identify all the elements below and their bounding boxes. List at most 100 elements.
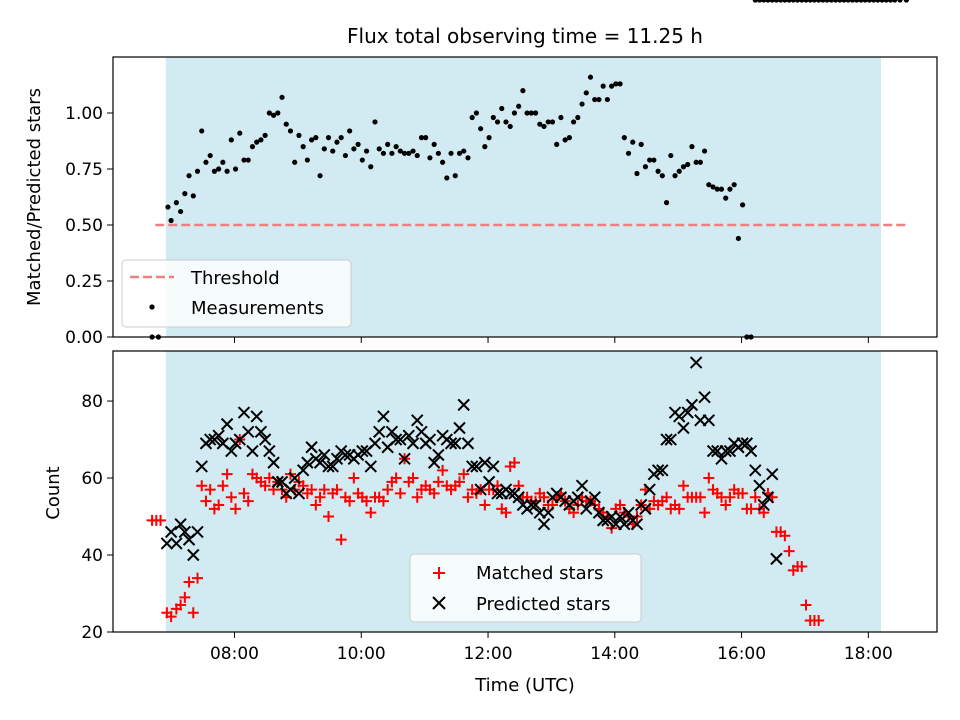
measurement-point	[828, 0, 834, 3]
measurement-point	[903, 0, 909, 3]
predicted-stars-point	[339, 448, 352, 462]
legend-measurements-label: Measurements	[191, 298, 324, 319]
predicted-stars-point	[427, 456, 441, 469]
measurement-point	[634, 170, 640, 177]
top-x-ticks	[233, 337, 869, 343]
bottom-x-ticks: 08:00 10:00 12:00 14:00 16:00 18:00	[210, 632, 893, 664]
matched-stars-point	[365, 507, 377, 519]
matched-stars-point	[758, 507, 770, 519]
measurement-point	[178, 208, 184, 215]
predicted-stars-point	[254, 425, 268, 439]
measurement-point	[207, 152, 213, 159]
measurement-point	[592, 96, 598, 103]
predicted-stars-point	[651, 464, 665, 477]
measurement-point	[363, 148, 370, 154]
measurement-point	[685, 161, 691, 168]
measurement-point	[862, 0, 868, 3]
measurement-point	[317, 173, 323, 179]
matched-stars-point	[225, 491, 237, 503]
measurement-point	[461, 148, 467, 154]
measurement-point	[680, 164, 687, 170]
matched-stars-point	[238, 487, 250, 499]
matched-stars-point	[432, 476, 444, 488]
chart-title: Flux total observing time = 11.25 h	[347, 24, 703, 48]
measurement-point	[414, 152, 420, 159]
measurement-point	[845, 0, 851, 3]
matched-stars-point	[183, 576, 195, 588]
measurement-point	[587, 74, 594, 80]
measurement-point	[325, 135, 332, 141]
predicted-stars-point	[449, 437, 462, 450]
matched-stars-point	[394, 487, 406, 499]
predicted-stars-point	[191, 525, 204, 539]
matched-stars-point	[458, 468, 470, 480]
predicted-stars-point	[394, 433, 407, 446]
predicted-stars-point	[203, 433, 217, 446]
predicted-stars-point	[246, 444, 259, 458]
measurement-point	[566, 135, 572, 141]
predicted-stars-point	[618, 518, 631, 531]
measurement-point	[735, 235, 741, 242]
matched-stars-point	[348, 472, 360, 484]
measurement-point	[532, 110, 539, 116]
measurement-point	[549, 119, 556, 125]
top-y-axis-label: Matched/Predicted stars	[24, 88, 45, 306]
measurement-point	[220, 159, 226, 165]
matched-stars-point	[428, 487, 440, 499]
measurement-point	[871, 0, 877, 3]
matched-stars-point	[479, 499, 491, 511]
predicted-stars-point	[160, 537, 174, 550]
measurement-point	[283, 121, 289, 127]
measurement-point	[173, 200, 179, 206]
matched-stars-point	[204, 484, 216, 496]
predicted-stars-point	[749, 464, 762, 477]
legend-predicted-swatch	[432, 596, 446, 610]
measurement-point	[355, 141, 361, 147]
measurement-point	[879, 0, 885, 3]
predicted-stars-point	[765, 467, 779, 481]
measurement-point	[486, 135, 492, 141]
measurement-point	[507, 123, 513, 130]
x-tick-label: 10:00	[337, 644, 386, 664]
measurement-point	[338, 135, 344, 141]
measurement-point	[499, 105, 505, 112]
measurement-point	[782, 0, 788, 3]
measurement-point	[866, 0, 872, 3]
measurement-point	[397, 148, 403, 154]
measurement-point	[545, 119, 551, 125]
measurement-point	[727, 186, 733, 192]
top-panel-frame	[112, 56, 938, 338]
predicted-stars-point	[504, 487, 517, 500]
measurement-point	[655, 168, 661, 174]
predicted-stars-point	[761, 491, 775, 504]
measurement-point	[621, 135, 627, 141]
measurement-point	[642, 164, 649, 170]
measurement-point	[790, 0, 796, 3]
measurement-point	[435, 150, 441, 156]
measurement-point	[537, 121, 543, 127]
measurement-point	[334, 139, 340, 145]
matched-stars-point	[200, 495, 212, 507]
measurement-point	[841, 0, 847, 3]
measurement-point	[630, 139, 636, 145]
measurement-point	[524, 110, 530, 116]
measurement-point	[558, 114, 564, 121]
bottom-y-axis-label: Count	[43, 466, 64, 519]
predicted-stars-point	[630, 518, 644, 531]
measurement-point	[778, 0, 784, 3]
predicted-stars-point	[613, 510, 627, 523]
measurement-point	[245, 157, 251, 163]
matched-stars-point	[437, 464, 449, 476]
measurement-point	[444, 175, 450, 181]
measurement-point	[194, 168, 201, 174]
predicted-stars-point	[170, 537, 183, 550]
predicted-stars-point	[744, 444, 758, 458]
measurement-point	[676, 168, 682, 174]
matched-stars-point	[306, 484, 318, 496]
predicted-stars-point	[242, 425, 255, 439]
y-tick-label: 0.75	[65, 160, 103, 180]
predicted-stars-point	[453, 421, 466, 435]
matched-stars-point	[724, 491, 736, 503]
measurement-point	[816, 0, 822, 3]
measurement-point	[824, 0, 830, 3]
